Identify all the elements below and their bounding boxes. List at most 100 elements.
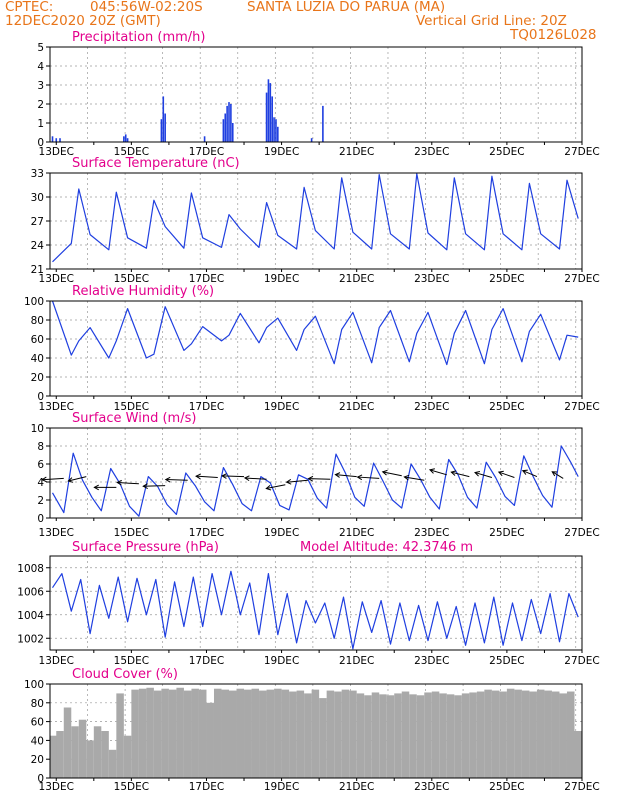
pres-series-line [52,570,579,650]
cloud-bar [319,698,327,778]
pres-xtick-label: 15DEC [114,655,149,667]
cloud-bar [50,735,58,778]
cloud-bar [469,692,477,778]
precip-bar [230,104,232,142]
precip-ytick-label: 5 [37,42,44,54]
temp-xtick-label: 23DEC [414,273,449,285]
rh-ytick-label: 60 [31,334,44,346]
cloud-bar [183,690,192,778]
wind-vector-head [356,474,363,481]
cloud-bar [386,695,395,778]
precip-bar [273,117,275,142]
wind-vector [474,472,493,478]
pres-xtick-label: 17DEC [189,655,224,667]
pres-panel: Surface Pressure (hPa) Model Altitude: 42… [17,540,599,667]
wind-vector [335,474,357,478]
temp-xtick-label: 27DEC [564,273,599,285]
wind-vector [42,477,64,481]
precip-bar [271,96,273,142]
cloud-bar [461,693,470,778]
cloud-bar [499,691,507,778]
precip-bar [162,96,165,142]
rh-xtick-label: 21DEC [339,401,374,413]
rh-ytick-label: 80 [31,315,44,327]
wind-vector-head [474,470,481,477]
precip-panel: Precipitation (mm/h) 0 1 2 3 4 5 13DEC 15DEC 17DE… [37,30,599,158]
precip-xtick-label: 17DEC [189,146,224,158]
precip-xtick-label: 19DEC [264,146,299,158]
cloud-ytick-label: 80 [31,698,44,710]
cloud-bar [259,690,267,778]
temp-ytick-label: 33 [31,168,44,180]
wind-vector [429,469,447,476]
wind-ytick-label: 4 [37,477,44,489]
rh-xtick-label: 19DEC [264,401,299,413]
wind-vector [308,478,331,480]
cloud-panel: Cloud Cover (%) 0 20 40 60 80 100 13DEC 15DEC 17D… [24,667,600,793]
pres-ytick-label: 1004 [17,610,44,622]
precip-ytick-label: 4 [37,61,44,73]
cloud-bar [364,695,372,778]
cloud-bar [213,688,222,778]
rh-ytick-label: 40 [31,353,44,365]
cloud-bar [221,689,230,778]
precip-bar [267,79,270,142]
wind-vector-head [551,471,558,477]
precip-bar [265,92,268,142]
precip-xtick-label: 27DEC [564,146,599,158]
cloud-bar [131,689,139,778]
precip-bar [126,138,129,142]
precip-frame [49,46,583,143]
wind-xtick-label: 27DEC [564,527,599,539]
cloud-bar [356,693,365,778]
wind-xtick-label: 21DEC [339,527,374,539]
cloud-bar [574,731,582,778]
temp-xtick-label: 15DEC [114,273,149,285]
precip-bar [222,119,225,142]
wind-vector-head [243,475,250,482]
temp-series-line [52,173,579,263]
rh-panel: Relative Humidity (%) 0 20 40 60 80 100 13DEC 15… [24,284,600,413]
temp-panel: Surface Temperature (nC) 21 24 27 30 33 13DEC 1… [31,156,600,285]
cloud-ytick-label: 60 [31,717,44,729]
cloud-bar [476,691,485,778]
cloud-bar [349,690,357,778]
cloud-bar [536,689,545,778]
pres-title: Surface Pressure (hPa) [72,540,219,555]
cloud-bar [229,690,237,778]
wind-vector-head [497,470,504,477]
header-coords: 045:56W-02:20S [90,0,203,15]
cloud-bar [529,691,537,778]
rh-ytick-label: 20 [31,372,44,384]
temp-xtick-label: 13DEC [39,273,74,285]
header-station: SANTA LUZIA DO PARUA (MA) [247,0,446,15]
header-vgrid: Vertical Grid Line: 20Z [416,13,567,29]
precip-bar [277,126,279,142]
cloud-bar [551,691,560,778]
cloud-frame [49,683,583,779]
cloud-title: Cloud Cover (%) [72,667,178,682]
precip-bar [203,136,206,142]
wind-vector-head [521,469,528,475]
wind-xtick-label: 17DEC [189,527,224,539]
wind-vector [196,475,218,478]
rh-ytick-label: 0 [37,391,44,403]
cloud-bar [379,694,387,778]
precip-bar [310,138,313,142]
wind-xtick-label: 19DEC [264,527,299,539]
cloud-bar [56,731,64,778]
precip-bar [228,102,230,142]
precip-title: Precipitation (mm/h) [72,30,205,45]
precip-bar [55,138,58,142]
wind-vector [68,476,87,482]
cloud-bar [161,688,169,778]
temp-title: Surface Temperature (nC) [72,156,240,171]
wind-vector [266,484,286,490]
wind-vector [404,476,425,481]
pres-ytick-label: 1002 [17,633,44,645]
wind-xtick-label: 25DEC [489,527,524,539]
cloud-xtick-label: 25DEC [489,781,524,793]
cloud-bar [454,695,462,778]
cloud-bar [86,740,94,778]
cloud-bar [544,690,552,778]
